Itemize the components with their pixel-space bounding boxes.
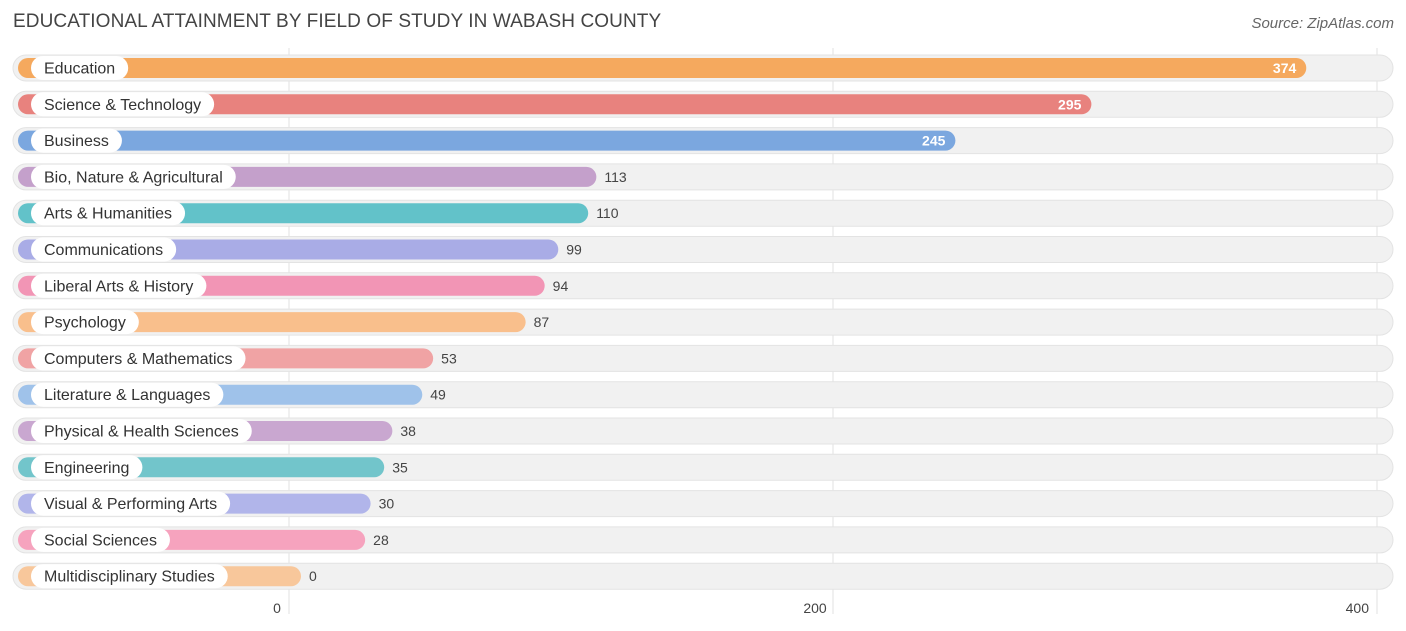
bar-label-pill [31,273,207,298]
bar-track [12,562,1394,590]
x-tick-label: 200 [803,600,827,616]
value-label: 49 [430,387,446,403]
bar-label-pill [31,382,224,407]
bar-row-education: Education 374 [12,54,1394,82]
bar-label-pill [31,455,143,480]
bar-row-liberal-arts-and-history: Liberal Arts & History 94 [12,272,1394,300]
bar-label: Psychology [44,315,126,332]
value-label: 99 [566,242,582,258]
bar-label-pill [31,92,215,117]
value-label: 0 [309,568,317,584]
bar-label-pill [31,56,129,80]
x-tick-label: 0 [273,600,281,616]
bar-row-business: Business 245 [12,127,1394,155]
bar-row-bio-nature-and-agricultural: Bio, Nature & Agricultural 113 [12,163,1394,191]
bar-row-social-sciences: Social Sciences 28 [12,526,1394,554]
bar-row-physical-and-health-sciences: Physical & Health Sciences 38 [12,417,1394,445]
bar-label-pill [31,310,139,335]
bar-label: Literature & Languages [44,387,210,404]
bar-row-computers-and-mathematics: Computers & Mathematics 53 [12,344,1394,372]
value-label: 374 [1273,60,1297,76]
value-label: 245 [922,133,946,149]
bar-business [18,130,956,151]
bar-science-and-technology [18,94,1092,115]
chart-title: EDUCATIONAL ATTAINMENT BY FIELD OF STUDY… [13,11,662,32]
bar-label-pill [31,491,231,516]
bar-label-pill [31,527,170,552]
value-label: 53 [441,350,457,366]
bar-label: Education [44,61,115,78]
bar-row-literature-and-languages: Literature & Languages 49 [12,381,1394,409]
bar-label-pill [31,237,177,262]
value-label: 110 [596,205,619,221]
bar-label: Bio, Nature & Agricultural [44,169,223,186]
value-label: 295 [1058,96,1082,112]
bar-row-arts-and-humanities: Arts & Humanities 110 [12,199,1394,227]
value-label: 35 [392,459,408,475]
bar-psychology [18,312,526,333]
value-label: 87 [534,314,550,330]
x-axis: 0 200 400 [273,600,1369,616]
x-tick-label: 400 [1346,600,1370,616]
bar-label: Communications [44,242,163,259]
bar-label-pill [31,201,186,226]
bar-row-visual-and-performing-arts: Visual & Performing Arts 30 [12,490,1394,518]
bar-row-science-and-technology: Science & Technology 295 [12,90,1394,118]
bar-label-pill [31,419,252,443]
value-label: 113 [604,169,627,185]
bar-row-multidisciplinary-studies: Multidisciplinary Studies 0 [12,562,1394,590]
bar-label: Liberal Arts & History [44,278,193,295]
bar-label-pill [31,564,228,589]
bar-row-communications: Communications 99 [12,236,1394,263]
bar-education [18,58,1307,78]
value-label: 38 [400,423,416,439]
bar-label: Arts & Humanities [44,206,172,223]
bar-label-pill [31,164,236,189]
bar-label: Computers & Mathematics [44,351,233,368]
bar-label-pill [31,346,246,371]
value-label: 30 [379,496,395,512]
source-label: Source: ZipAtlas.com [1251,15,1394,32]
bar-row-engineering: Engineering 35 [12,453,1394,481]
bar-label-pill [31,128,122,153]
bar-label: Business [44,133,109,150]
bar-label: Social Sciences [44,532,157,549]
value-label: 94 [553,278,569,294]
bar-label: Engineering [44,460,129,477]
bar-label: Physical & Health Sciences [44,424,239,441]
value-label: 28 [373,532,389,548]
bar-row-psychology: Psychology 87 [12,308,1394,336]
bar-label: Visual & Performing Arts [44,496,217,513]
bar-label: Science & Technology [44,97,201,114]
bar-label: Multidisciplinary Studies [44,569,215,586]
